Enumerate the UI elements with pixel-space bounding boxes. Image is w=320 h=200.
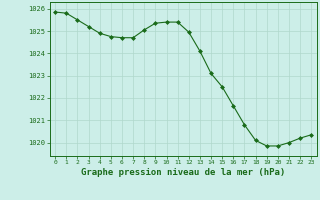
X-axis label: Graphe pression niveau de la mer (hPa): Graphe pression niveau de la mer (hPa) — [81, 168, 285, 177]
